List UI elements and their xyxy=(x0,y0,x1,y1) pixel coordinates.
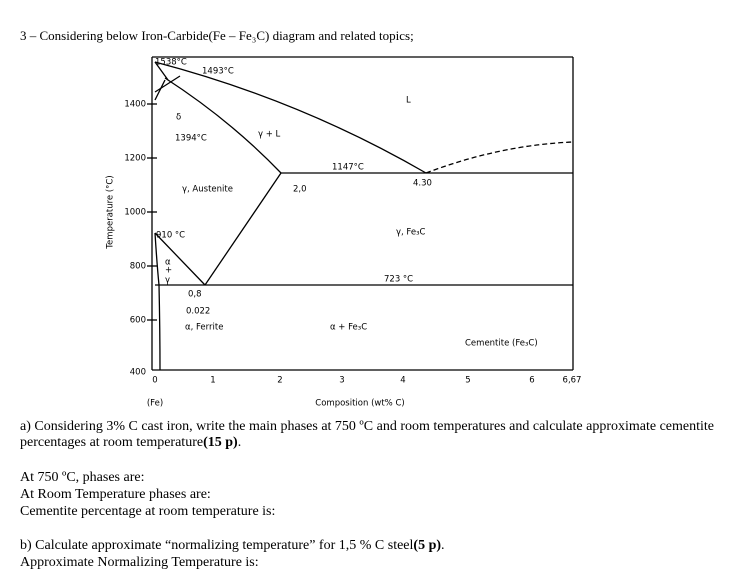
question-a: a) Considering 3% C cast iron, write the… xyxy=(20,419,720,451)
phase-label: 910 °C xyxy=(156,231,185,241)
y-axis-label: Temperature (°C) xyxy=(106,175,116,249)
phase-label: 2,0 xyxy=(293,185,307,195)
y-tick-label: 1200 xyxy=(124,154,146,164)
x-tick-label: 6,67 xyxy=(563,376,582,386)
phase-label: α xyxy=(165,258,171,268)
phase-label: 1538°C xyxy=(155,58,187,68)
solidus xyxy=(164,77,282,174)
y-tick-label: 1000 xyxy=(124,208,146,218)
title: 3 – Considering below Iron-Carbide(Fe – … xyxy=(20,28,414,43)
answer: At Room Temperature phases are: xyxy=(20,487,211,502)
phase-label: 0,8 xyxy=(188,290,202,300)
delta-line xyxy=(154,75,181,93)
points: (5 p) xyxy=(413,538,442,553)
phase-label: γ xyxy=(165,276,170,286)
x-tick-label: 6 xyxy=(529,376,534,386)
x-tick-label: 4 xyxy=(400,376,405,386)
answer: Cementite percentage at room temperature… xyxy=(20,504,276,519)
delta-line xyxy=(154,61,169,81)
y-tick-label: 400 xyxy=(130,368,146,378)
y-tick-label: 1400 xyxy=(124,100,146,110)
punct: . xyxy=(237,435,242,450)
phase-label: γ, Fe₃C xyxy=(396,228,425,238)
acm-line xyxy=(204,172,282,286)
answer: Approximate Normalizing Temperature is: xyxy=(20,555,259,570)
x-tick-label: 1 xyxy=(210,376,215,386)
phase-label: γ, Austenite xyxy=(182,185,233,195)
question-text: a) Considering 3% C cast iron, write the… xyxy=(20,419,715,450)
phase-label: Cementite (Fe₃C) xyxy=(465,339,538,349)
phase-label: L xyxy=(406,96,411,106)
y-tick-label: 600 xyxy=(130,316,146,326)
punct: . xyxy=(441,538,445,553)
phase-label: + xyxy=(165,266,172,276)
answer: At 750 ºC, phases are: xyxy=(20,470,145,485)
question-text: b) Calculate approximate “normalizing te… xyxy=(20,538,414,553)
y-tick-label: 800 xyxy=(130,262,146,272)
x-axis-label: Composition (wt% C) xyxy=(315,399,404,409)
liquidus xyxy=(154,61,427,174)
phase-label: 723 °C xyxy=(384,275,413,285)
points: (15 p) xyxy=(203,435,238,450)
phase-label: α, Ferrite xyxy=(185,323,223,333)
phase-label: 1493°C xyxy=(202,67,234,77)
ferrite-line xyxy=(154,232,161,371)
phase-label: γ + L xyxy=(258,130,281,140)
phase-label: 4.30 xyxy=(413,179,432,189)
phase-diagram: 1400 1200 1000 800 600 400 0 1 2 3 4 5 6 6,67 1538°C 14… xyxy=(106,56,582,409)
fe-label: (Fe) xyxy=(147,399,163,409)
x-tick-label: 0 xyxy=(152,376,157,386)
phase-label: 1394°C xyxy=(175,134,207,144)
question-b: b) Calculate approximate “normalizing te… xyxy=(20,538,445,554)
a3-line xyxy=(154,232,206,286)
phase-label: 1147°C xyxy=(332,163,364,173)
phase-label: α + Fe₃C xyxy=(330,323,367,333)
cementite-liquidus xyxy=(425,141,574,174)
x-tick-label: 2 xyxy=(277,376,282,386)
phase-label: δ xyxy=(176,113,181,123)
x-tick-label: 3 xyxy=(339,376,344,386)
phase-label: 0.022 xyxy=(186,307,210,317)
x-tick-label: 5 xyxy=(465,376,470,386)
delta-line xyxy=(154,79,166,101)
